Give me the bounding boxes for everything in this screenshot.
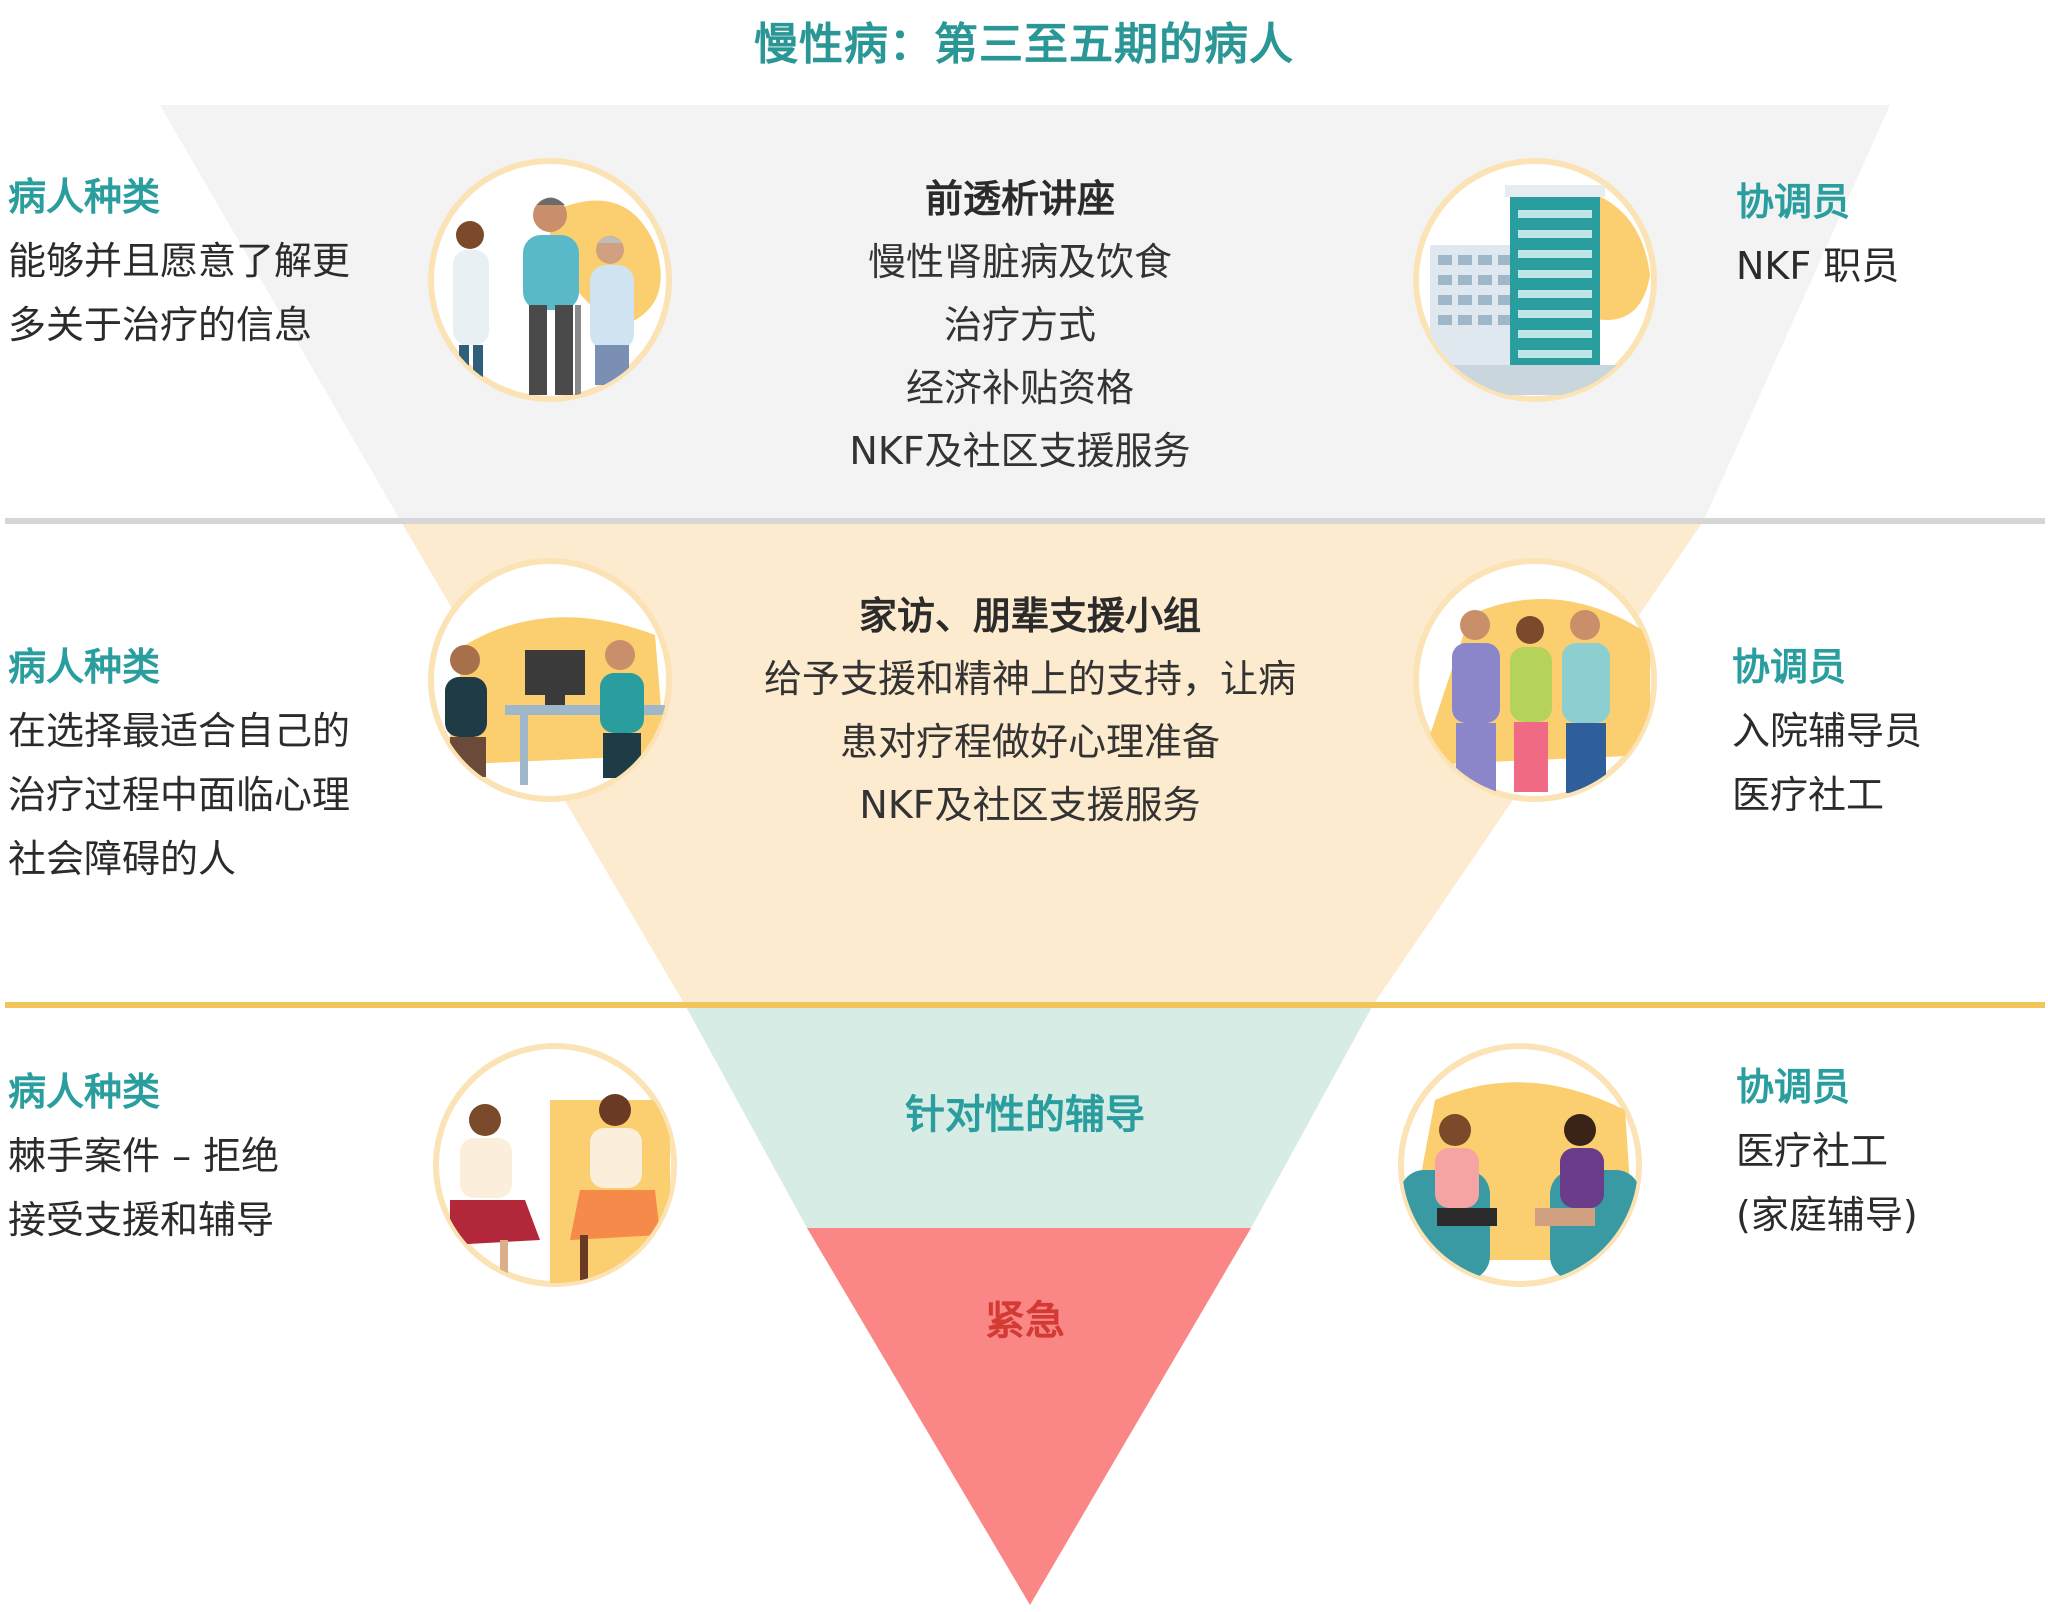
family-counseling-icon	[1398, 1043, 1642, 1287]
tier1-right-heading: 协调员	[1736, 180, 1851, 224]
funnel-tier-2	[400, 520, 1704, 1005]
tier3-left-heading: 病人种类	[8, 1070, 161, 1114]
tier3-right-heading: 协调员	[1736, 1065, 1851, 1109]
hospital-building-icon	[1413, 158, 1657, 402]
tier2-left-heading: 病人种类	[8, 645, 161, 689]
tier1-coordinator: 协调员 NKF 职员	[1736, 170, 1899, 298]
tier2-left-line-2: 治疗过程中面临心理	[8, 773, 351, 817]
tier3-patient-type: 病人种类 棘手案件 – 拒绝 接受支援和辅导	[8, 1060, 279, 1252]
page-title: 慢性病：第三至五期的病人	[754, 19, 1294, 70]
tier1-left-line-2: 多关于治疗的信息	[8, 303, 313, 347]
doctor-family-icon	[428, 158, 672, 402]
tier1-right-line-1: NKF 职员	[1736, 244, 1900, 288]
tier1-left-line-1: 能够并且愿意了解更	[8, 239, 351, 283]
tier2-center-heading: 家访、朋辈支援小组	[858, 594, 1201, 638]
divider-line-2	[5, 1002, 2045, 1008]
medical-staff-icon	[1413, 558, 1657, 802]
counseling-desk-icon	[428, 558, 672, 802]
tier2-center-block: 家访、朋辈支援小组 给予支援和精神上的支持，让病 患对疗程做好心理准备 NKF及…	[700, 585, 1360, 837]
tier1-center-line-2: 治疗方式	[943, 303, 1096, 347]
tier1-center-line-3: 经济补贴资格	[905, 366, 1134, 410]
tier1-left-heading: 病人种类	[8, 175, 161, 219]
tier1-center-line-4: NKF及社区支援服务	[849, 429, 1191, 473]
tier2-left-line-3: 社会障碍的人	[8, 837, 237, 881]
tier3-center-label: 针对性的辅导	[905, 1092, 1145, 1138]
tier2-center-line-1: 给予支援和精神上的支持，让病	[763, 657, 1296, 701]
tier4-center-label: 紧急	[985, 1298, 1065, 1344]
tier3-right-line-1: 医疗社工	[1736, 1129, 1889, 1173]
tier2-right-heading: 协调员	[1732, 645, 1847, 689]
tier3-right-line-2: (家庭辅导)	[1736, 1193, 1918, 1237]
tier3-left-line-1: 棘手案件 – 拒绝	[8, 1134, 280, 1178]
funnel-tier-4	[807, 1228, 1251, 1605]
divider-line-1	[5, 518, 2045, 524]
tier1-patient-type: 病人种类 能够并且愿意了解更 多关于治疗的信息	[8, 165, 350, 357]
tier1-center-line-1: 慢性肾脏病及饮食	[867, 240, 1172, 284]
tier2-center-line-3: NKF及社区支援服务	[859, 783, 1201, 827]
tier2-left-line-1: 在选择最适合自己的	[8, 709, 351, 753]
tier3-coordinator: 协调员 医疗社工 (家庭辅导)	[1736, 1055, 1918, 1247]
tier2-right-line-2: 医疗社工	[1732, 773, 1885, 817]
tier1-center-heading: 前透析讲座	[924, 177, 1115, 221]
tier2-coordinator: 协调员 入院辅导员 医疗社工	[1732, 635, 1922, 827]
tier1-center-block: 前透析讲座 慢性肾脏病及饮食 治疗方式 经济补贴资格 NKF及社区支援服务	[770, 168, 1270, 483]
tier2-right-line-1: 入院辅导员	[1732, 709, 1923, 753]
tier3-left-line-2: 接受支援和辅导	[8, 1198, 275, 1242]
discussion-icon	[433, 1043, 677, 1287]
tier2-center-line-2: 患对疗程做好心理准备	[839, 720, 1220, 764]
funnel-tier-3	[685, 1005, 1373, 1228]
tier2-patient-type: 病人种类 在选择最适合自己的 治疗过程中面临心理 社会障碍的人	[8, 635, 350, 891]
